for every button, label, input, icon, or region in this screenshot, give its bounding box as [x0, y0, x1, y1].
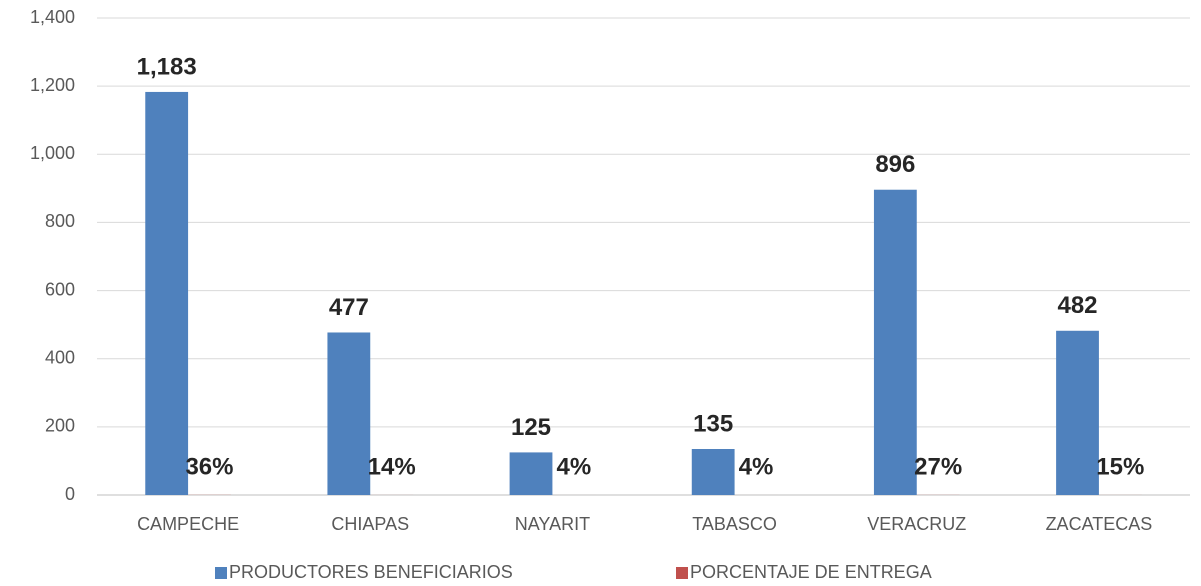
- y-tick-label: 1,200: [30, 75, 75, 95]
- y-tick-label: 200: [45, 416, 75, 436]
- x-tick-label: VERACRUZ: [867, 514, 966, 534]
- y-tick-label: 600: [45, 279, 75, 299]
- value-label: 125: [511, 414, 551, 441]
- y-tick-label: 1,000: [30, 143, 75, 163]
- value-label: 14%: [368, 453, 416, 480]
- bar: [509, 452, 553, 495]
- legend-swatch: [676, 567, 688, 579]
- y-tick-label: 0: [65, 484, 75, 504]
- y-tick-label: 1,400: [30, 7, 75, 27]
- legend-swatch: [215, 567, 227, 579]
- legend-label: PORCENTAJE DE ENTREGA: [690, 562, 932, 582]
- x-tick-label: CAMPECHE: [137, 514, 239, 534]
- bar: [873, 189, 917, 495]
- value-label: 482: [1057, 292, 1097, 319]
- value-label: 1,183: [137, 53, 197, 80]
- value-label: 27%: [914, 453, 962, 480]
- value-label: 4%: [556, 453, 591, 480]
- value-label: 896: [875, 151, 915, 178]
- legend-label: PRODUCTORES BENEFICIARIOS: [229, 562, 513, 582]
- bar: [145, 91, 189, 495]
- x-tick-label: ZACATECAS: [1046, 514, 1153, 534]
- x-tick-label: NAYARIT: [515, 514, 590, 534]
- value-label: 4%: [739, 453, 774, 480]
- y-tick-label: 800: [45, 211, 75, 231]
- value-label: 36%: [185, 453, 233, 480]
- value-label: 477: [329, 294, 369, 321]
- value-label: 135: [693, 410, 733, 437]
- y-tick-label: 400: [45, 347, 75, 367]
- x-tick-label: CHIAPAS: [331, 514, 409, 534]
- bar: [1056, 330, 1099, 495]
- bar: [691, 449, 735, 495]
- x-tick-label: TABASCO: [692, 514, 777, 534]
- value-label: 15%: [1096, 453, 1144, 480]
- bar: [327, 332, 371, 495]
